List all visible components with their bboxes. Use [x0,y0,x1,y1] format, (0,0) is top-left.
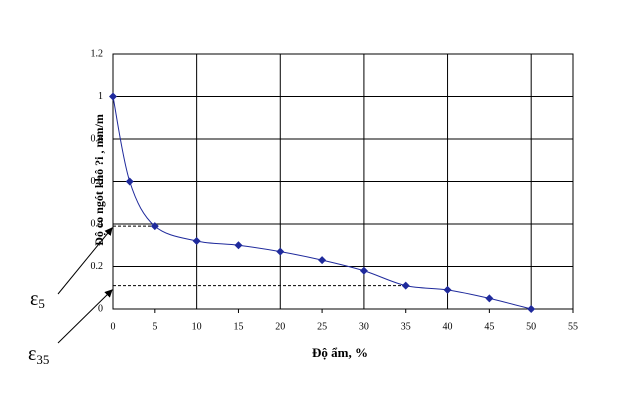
y-axis-label: Độ co ngót khô ?i , mm/m [92,114,106,246]
arrow [57,289,113,344]
x-tick-label: 55 [568,321,578,332]
x-axis-label: Độ ẩm, % [312,345,368,360]
y-tick-label: 0.6 [91,176,104,187]
data-point [234,241,243,250]
annotation-sub: 5 [38,296,45,311]
y-tick-label: 1 [98,91,103,102]
data-point [485,294,494,303]
x-tick-label: 20 [275,321,285,332]
data-point [192,237,201,245]
annotation-sub: 35 [36,352,49,367]
x-tick-label: 30 [359,321,369,332]
data-point [109,92,117,101]
data-point [401,281,410,290]
annotation-symbol: ε [30,288,38,310]
x-tick-label: 35 [401,321,411,332]
y-tick-label: 0 [98,303,103,314]
annotation-symbol: ε [28,343,36,365]
x-tick-label: 40 [443,321,453,332]
annotation: ε5 [30,288,45,311]
x-tick-label: 0 [111,321,116,332]
data-point [150,222,159,231]
data-point [318,256,327,265]
x-tick-label: 45 [484,321,494,332]
data-point [443,285,452,294]
x-tick-label: 50 [526,321,536,332]
y-tick-label: 0.8 [91,133,104,144]
y-tick-label: 0.2 [91,261,104,272]
annotation: ε35 [28,343,49,367]
y-tick-label: 1.2 [91,48,104,59]
x-tick-label: 15 [233,321,243,332]
x-tick-label: 25 [317,321,327,332]
x-tick-label: 10 [192,321,202,332]
y-tick-label: 0.4 [91,218,104,229]
data-point [527,305,536,313]
data-point [276,247,285,256]
data-point [125,177,134,186]
data-point [359,266,368,275]
x-tick-label: 5 [152,321,157,332]
arrow [57,227,113,295]
